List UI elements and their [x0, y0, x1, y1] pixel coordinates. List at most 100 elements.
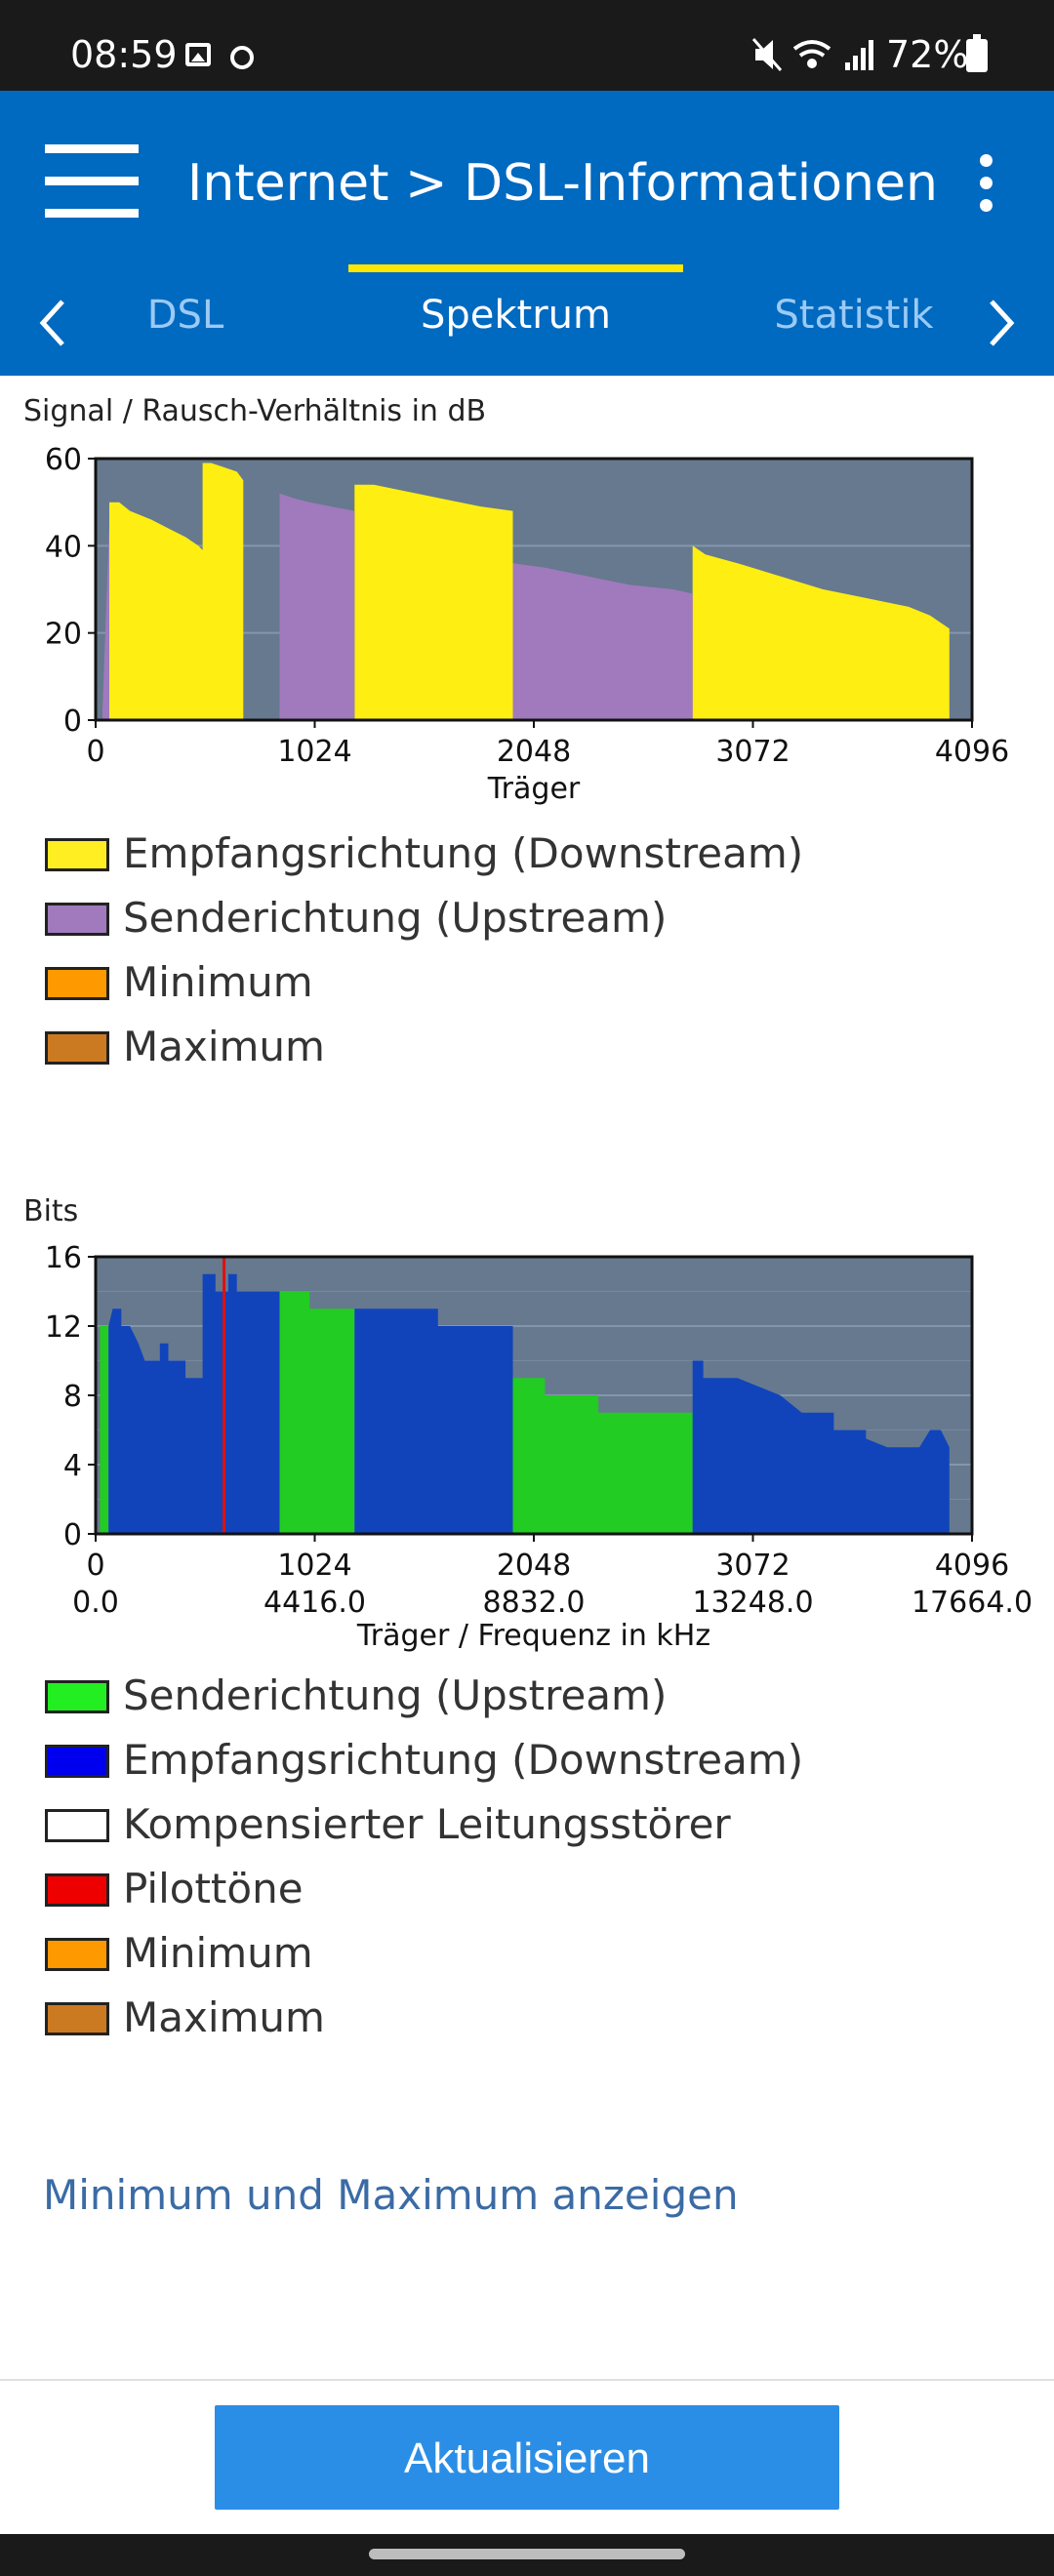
active-tab-indicator: [348, 264, 683, 272]
legend-swatch-maximum: [45, 1031, 109, 1065]
status-time: 08:59: [70, 33, 178, 76]
legend-label: Maximum: [123, 1023, 325, 1070]
series-area-1-1: [354, 1308, 513, 1534]
navigation-bar: [0, 2534, 1054, 2576]
mute-icon: [751, 38, 783, 71]
x-tick-label-secondary: 8832.0: [483, 1586, 586, 1620]
legend-label: Senderichtung (Upstream): [123, 894, 668, 942]
battery-percent: 72%: [886, 33, 969, 76]
circle-icon: [230, 46, 254, 69]
tab-bar: DSL Spektrum Statistik: [0, 276, 1054, 376]
series-area-1-2: [512, 563, 693, 720]
series-area-1-2: [692, 1360, 950, 1534]
legend-item-minimum: Minimum: [45, 953, 1021, 1012]
legend-label: Senderichtung (Upstream): [123, 1671, 668, 1719]
series-area-0-1: [279, 1291, 355, 1534]
legend-swatch-upstream: [45, 903, 109, 936]
x-tick-label-secondary: 0.0: [72, 1586, 119, 1620]
x-tick-label: 3072: [715, 1549, 790, 1583]
x-tick-label: 2048: [497, 735, 571, 769]
y-tick-label: 40: [45, 530, 82, 564]
y-tick-label: 60: [45, 443, 82, 477]
y-tick-label: 16: [45, 1241, 82, 1275]
home-handle[interactable]: [369, 2549, 685, 2559]
series-area-0-0: [100, 1326, 109, 1534]
wifi-icon: [792, 40, 831, 68]
bits-chart: 048121600.010244416.020488832.0307213248…: [45, 1241, 1033, 1653]
legend-swatch-compensated: [45, 1809, 109, 1842]
legend-swatch-minimum: [45, 1938, 109, 1971]
series-area-0-0: [109, 463, 244, 720]
legend-item-compensated: Kompensierter Leitungsstörer: [45, 1795, 1021, 1854]
legend-label: Maximum: [123, 1993, 325, 2041]
tab-statistik[interactable]: Statistik: [774, 293, 934, 338]
series-area-0-2: [512, 1378, 693, 1534]
status-bar: 08:59 72%: [0, 0, 1054, 91]
x-tick-label: 3072: [715, 735, 790, 769]
menu-icon[interactable]: [45, 144, 142, 222]
x-tick-label: 0: [86, 1549, 104, 1583]
more-options-icon[interactable]: [974, 154, 997, 213]
legend-item-maximum: Maximum: [45, 1989, 1021, 2047]
x-tick-label: 1024: [277, 1549, 351, 1583]
x-tick-label: 4096: [935, 1549, 1009, 1583]
app-bar: Internet > DSL-Informationen DSL Spektru…: [0, 91, 1054, 376]
legend-label: Pilottöne: [123, 1865, 304, 1912]
series-area-1-0: [108, 1273, 280, 1534]
x-tick-label: 0: [86, 735, 104, 769]
y-tick-label: 0: [63, 1518, 82, 1552]
legend-item-pilot-tones: Pilottöne: [45, 1860, 1021, 1918]
legend-item-minimum: Minimum: [45, 1924, 1021, 1983]
legend-swatch-downstream: [45, 1745, 109, 1778]
legend-item-downstream: Empfangsrichtung (Downstream): [45, 825, 1021, 883]
legend-label: Kompensierter Leitungsstörer: [123, 1800, 731, 1848]
legend-swatch-minimum: [45, 967, 109, 1000]
chevron-right-icon[interactable]: [976, 294, 1025, 352]
x-tick-label: 4096: [935, 735, 1009, 769]
legend-swatch-downstream: [45, 838, 109, 871]
x-tick-label: 1024: [277, 735, 351, 769]
y-tick-label: 8: [63, 1380, 82, 1414]
y-tick-label: 20: [45, 618, 82, 652]
legend-label: Empfangsrichtung (Downstream): [123, 829, 804, 877]
series-area-1-1: [279, 493, 355, 720]
legend-item-upstream: Senderichtung (Upstream): [45, 889, 1021, 947]
bits-legend: Senderichtung (Upstream) Empfangsrichtun…: [45, 1667, 1021, 2053]
chevron-left-icon[interactable]: [29, 294, 78, 352]
x-axis-label: Träger / Frequenz in kHz: [356, 1619, 710, 1653]
bits-chart-title: Bits: [23, 1194, 79, 1228]
x-tick-label-secondary: 4416.0: [264, 1586, 366, 1620]
x-tick-label-secondary: 17664.0: [912, 1586, 1033, 1620]
snr-chart: 0 20 40 60 0 1024 2048 3072 4096 Träger: [45, 443, 1009, 806]
legend-label: Empfangsrichtung (Downstream): [123, 1736, 804, 1784]
y-tick-label: 0: [63, 704, 82, 739]
y-tick-label: 4: [63, 1449, 82, 1483]
gallery-icon: [185, 43, 211, 66]
legend-swatch-pilot-tones: [45, 1873, 109, 1907]
snr-legend: Empfangsrichtung (Downstream) Sendericht…: [45, 825, 1021, 1082]
series-area-0-1: [354, 484, 513, 720]
status-icons: [751, 38, 873, 71]
signal-icon: [845, 40, 873, 70]
update-button[interactable]: Aktualisieren: [215, 2405, 839, 2510]
legend-item-maximum: Maximum: [45, 1018, 1021, 1076]
legend-item-downstream: Empfangsrichtung (Downstream): [45, 1731, 1021, 1790]
x-tick-label: 2048: [497, 1549, 571, 1583]
series-area-1-0: [102, 524, 109, 720]
page-title: Internet > DSL-Informationen: [187, 154, 938, 213]
snr-chart-title: Signal / Rausch-Verhältnis in dB: [23, 394, 487, 428]
legend-item-upstream: Senderichtung (Upstream): [45, 1667, 1021, 1725]
x-tick-label-secondary: 13248.0: [692, 1586, 813, 1620]
battery-icon: [966, 34, 988, 72]
legend-label: Minimum: [123, 958, 313, 1006]
show-minmax-link[interactable]: Minimum und Maximum anzeigen: [43, 2171, 739, 2219]
series-area-0-2: [692, 545, 950, 720]
legend-swatch-upstream: [45, 1680, 109, 1713]
tab-spektrum[interactable]: Spektrum: [421, 293, 611, 338]
x-axis-label: Träger: [487, 772, 581, 806]
divider: [0, 2379, 1054, 2381]
legend-swatch-maximum: [45, 2002, 109, 2035]
legend-label: Minimum: [123, 1929, 313, 1977]
tab-dsl[interactable]: DSL: [146, 293, 224, 338]
y-tick-label: 12: [45, 1310, 82, 1345]
